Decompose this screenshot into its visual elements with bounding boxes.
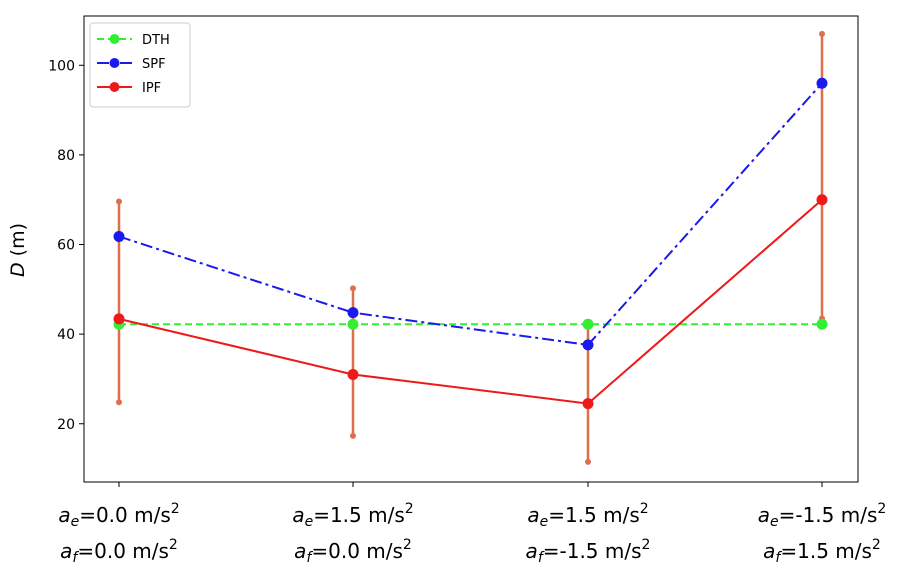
data-point-ipf xyxy=(113,313,125,325)
y-tick-label: 20 xyxy=(57,417,75,433)
legend-label-dth: DTH xyxy=(142,33,170,48)
legend-box xyxy=(89,22,191,108)
x-tick-label: ae=1.5 m/s2 xyxy=(527,501,648,530)
data-point-ipf xyxy=(347,368,359,380)
error-bar-cap-low xyxy=(585,458,591,465)
legend: DTH SPF IPF xyxy=(89,22,191,108)
x-tick-label: af=-1.5 m/s2 xyxy=(526,537,651,566)
data-point-spf xyxy=(582,339,594,351)
data-point-dth xyxy=(582,318,594,330)
data-point-spf xyxy=(347,307,359,319)
legend-marker-dth xyxy=(109,34,120,44)
error-bar-cap-high xyxy=(350,285,356,292)
x-tick-label: af=0.0 m/s2 xyxy=(294,537,412,566)
y-tick-label: 80 xyxy=(57,148,75,164)
plot-frame xyxy=(83,15,859,483)
plot-area xyxy=(113,30,828,465)
series-line-spf xyxy=(118,82,823,346)
data-point-spf xyxy=(816,77,828,89)
data-point-ipf xyxy=(582,398,594,410)
legend-marker-spf xyxy=(109,58,120,68)
x-tick-label: ae=1.5 m/s2 xyxy=(292,501,413,530)
series-line-ipf xyxy=(118,198,823,405)
error-bar-cap-low xyxy=(116,399,122,406)
error-bar-cap-high xyxy=(819,30,825,37)
error-bar-cap-low xyxy=(350,432,356,439)
data-point-dth xyxy=(816,318,828,330)
legend-marker-ipf xyxy=(109,82,120,92)
x-tick-label: af=1.5 m/s2 xyxy=(763,537,881,566)
y-axis-label: D (m) xyxy=(7,223,29,277)
y-tick-label: 100 xyxy=(48,58,75,74)
legend-label-ipf: IPF xyxy=(142,81,161,96)
error-bar-cap-high xyxy=(116,198,122,205)
legend-label-spf: SPF xyxy=(142,57,166,72)
data-point-ipf xyxy=(816,194,828,206)
y-tick-label: 40 xyxy=(57,327,75,343)
x-tick-label: ae=0.0 m/s2 xyxy=(58,501,179,530)
y-tick-label: 60 xyxy=(57,238,75,254)
x-tick-label: ae=-1.5 m/s2 xyxy=(758,501,887,530)
x-tick-label: af=0.0 m/s2 xyxy=(60,537,178,566)
data-point-spf xyxy=(113,230,125,242)
data-point-dth xyxy=(347,318,359,330)
